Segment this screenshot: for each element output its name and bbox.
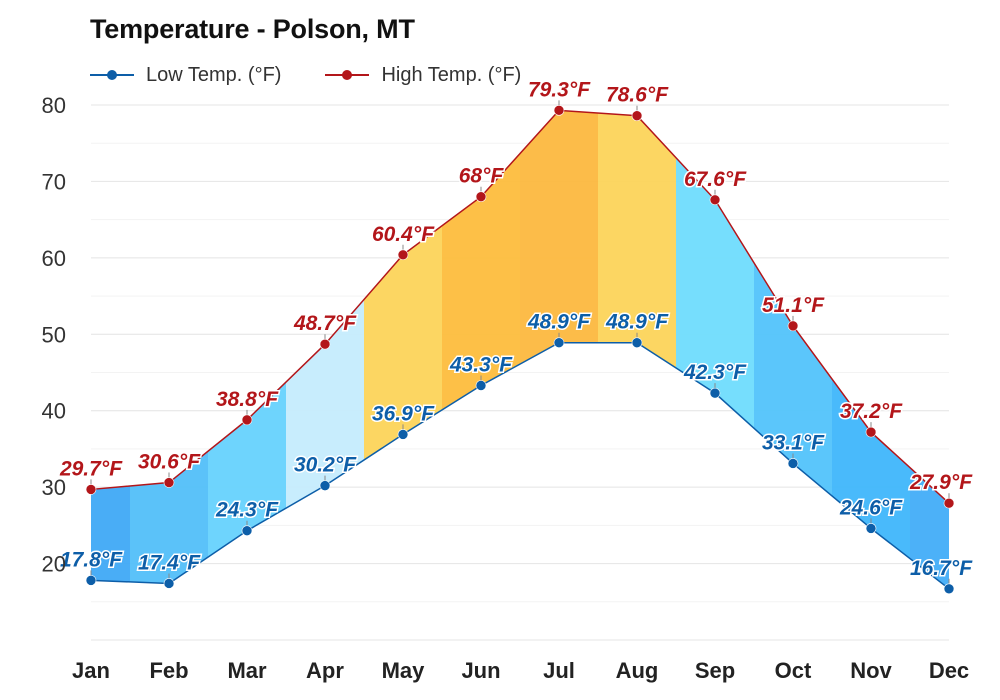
y-tick-label: 80: [42, 93, 66, 118]
high-temp-point: [85, 484, 97, 495]
high-temp-data-label: 68°F: [459, 165, 505, 188]
high-temp-point: [163, 477, 175, 488]
legend-low-label: Low Temp. (°F): [146, 63, 282, 86]
x-tick-label: Aug: [616, 658, 659, 683]
y-tick-label: 50: [42, 322, 66, 347]
low-temp-data-label: 17.4°F: [138, 551, 201, 574]
low-temp-data-label: 48.9°F: [605, 311, 669, 334]
legend-high-label: High Temp. (°F): [381, 63, 522, 86]
high-temp-data-label: 48.7°F: [293, 312, 357, 335]
high-temp-data-label: 37.2°F: [840, 400, 903, 423]
axes: 20 30 40 50 60 70 80 Jan Feb Mar Apr May Jun Jul Aug Se…: [42, 93, 970, 683]
low-temp-data-label: 24.6°F: [839, 496, 903, 519]
data-labels: 17.8°F 17.4°F 24.3°F 30.2°F 36.9°F 43.3°F 48.9…: [57, 77, 974, 581]
high-temp-data-label: 79.3°F: [528, 78, 591, 101]
high-temp-point: [241, 414, 253, 426]
legend-item-low[interactable]: Low Temp. (°F): [90, 64, 281, 87]
x-tick-label: Mar: [227, 658, 267, 683]
high-temp-point: [319, 338, 331, 350]
x-tick-label: May: [382, 658, 426, 683]
high-temp-data-label: 38.8°F: [216, 388, 279, 411]
legend: Low Temp. (°F) High Temp. (°F): [90, 60, 565, 90]
x-tick-label: Apr: [306, 658, 344, 683]
range-band: [754, 262, 832, 496]
low-temp-data-label: 36.9°F: [372, 402, 435, 425]
grid: [91, 104, 949, 641]
range-band: [208, 382, 286, 558]
low-temp-point: [865, 523, 877, 534]
y-tick-label: 70: [42, 169, 66, 194]
high-temp-data-label: 30.6°F: [138, 451, 201, 474]
high-temp-point: [475, 191, 487, 203]
low-temp-data-label: 17.8°F: [60, 548, 123, 571]
low-temp-data-label: 16.7°F: [910, 557, 973, 580]
y-tick-label: 40: [42, 399, 66, 424]
high-temp-line: [90, 109, 950, 504]
low-temp-point: [475, 380, 487, 391]
y-tick-label: 20: [42, 552, 66, 577]
low-temp-point: [397, 429, 409, 440]
y-tick-label: 60: [42, 246, 66, 271]
low-temp-point: [787, 458, 799, 469]
x-tick-label: Feb: [149, 658, 188, 683]
high-temp-point: [787, 320, 799, 332]
range-band: [520, 110, 598, 365]
range-band: [364, 225, 442, 461]
high-temp-point: [553, 105, 565, 116]
high-temp-point: [631, 110, 643, 121]
low-temp-point: [319, 480, 331, 491]
low-temp-point: [241, 525, 253, 537]
high-temp-data-label: 78.6°F: [606, 84, 669, 107]
range-band: [910, 467, 949, 589]
range-bands: [91, 110, 949, 589]
x-tick-label: Oct: [775, 658, 812, 683]
range-band: [832, 378, 910, 559]
high-temp-data-label: 51.1°F: [762, 294, 825, 317]
chart-title: Temperature - Polson, MT: [90, 14, 415, 44]
legend-item-high[interactable]: High Temp. (°F): [325, 64, 521, 87]
high-temp-point: [865, 426, 877, 438]
low-temp-data-label: 24.3°F: [215, 499, 279, 522]
y-tick-label: 30: [42, 475, 66, 500]
high-temp-point: [397, 249, 409, 261]
range-band: [598, 113, 676, 368]
low-temp-data-label: 30.2°F: [294, 454, 357, 477]
low-temp-data-label: 43.3°F: [449, 353, 513, 376]
range-band: [286, 299, 364, 509]
x-tick-label: Jun: [461, 658, 500, 683]
high-temp-point: [943, 497, 955, 509]
low-temp-line: [90, 341, 950, 590]
high-temp-point: [709, 194, 721, 206]
x-tick-label: Nov: [850, 658, 892, 683]
low-temp-data-label: 42.3°F: [683, 361, 747, 384]
range-band: [442, 153, 520, 410]
high-temp-data-label: 60.4°F: [372, 223, 435, 246]
x-tick-label: Dec: [929, 658, 969, 683]
low-temp-point: [85, 575, 97, 586]
x-tick-label: Jul: [543, 658, 575, 683]
low-temp-point: [943, 583, 955, 595]
range-band: [676, 157, 754, 429]
data-points: [85, 100, 955, 595]
high-temp-data-label: 27.9°F: [909, 471, 973, 494]
x-tick-label: Sep: [695, 658, 735, 683]
low-temp-point: [163, 578, 175, 589]
high-temp-data-label: 67.6°F: [684, 168, 747, 191]
low-temp-point: [553, 337, 565, 348]
low-temp-point: [631, 337, 643, 348]
legend-low-marker-icon: [90, 65, 134, 85]
x-tick-label: Jan: [72, 658, 110, 683]
range-band: [91, 485, 130, 582]
low-temp-data-label: 48.9°F: [527, 311, 591, 334]
high-temp-data-label: 29.7°F: [59, 457, 123, 480]
legend-high-marker-icon: [325, 65, 370, 85]
series-lines: [90, 109, 950, 590]
low-temp-data-label: 33.1°F: [762, 431, 825, 454]
low-temp-point: [709, 387, 721, 399]
